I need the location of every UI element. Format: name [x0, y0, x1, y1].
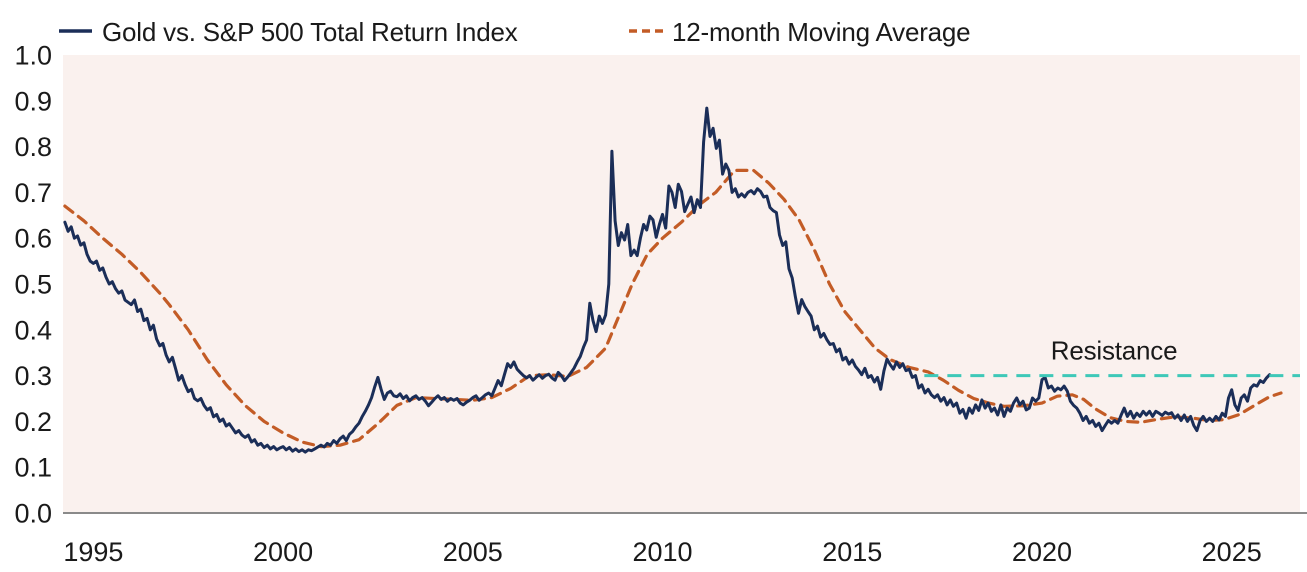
legend-item-gold: Gold vs. S&P 500 Total Return Index: [59, 17, 518, 47]
y-tick-label: 0.0: [14, 499, 52, 529]
x-tick-label: 2005: [443, 537, 503, 567]
y-tick-label: 1.0: [14, 41, 52, 71]
y-tick-label: 0.5: [14, 270, 52, 300]
legend-label-gold: Gold vs. S&P 500 Total Return Index: [102, 17, 518, 47]
legend: Gold vs. S&P 500 Total Return Index 12-m…: [59, 17, 971, 47]
legend-label-moving-average: 12-month Moving Average: [672, 17, 970, 47]
y-tick-label: 0.3: [14, 361, 52, 391]
y-tick-label: 0.7: [14, 178, 52, 208]
legend-item-moving-average: 12-month Moving Average: [629, 17, 971, 47]
x-tick-label: 2010: [632, 537, 692, 567]
x-tick-label: 2000: [253, 537, 313, 567]
x-tick-label: 1995: [63, 537, 123, 567]
resistance-label: Resistance: [1051, 335, 1178, 365]
moving-average-line: [63, 168, 1283, 449]
y-axis-tick-labels: 0.0 0.1 0.2 0.3 0.4 0.5 0.6 0.7 0.8 0.9 1.0: [14, 41, 52, 529]
y-tick-label: 0.6: [14, 224, 52, 254]
plot-background: [63, 55, 1300, 512]
y-tick-label: 0.1: [14, 453, 52, 483]
x-tick-label: 2025: [1202, 537, 1262, 567]
x-axis-tick-labels: 1995 2000 2005 2010 2015 2020 2025: [63, 537, 1261, 567]
y-tick-label: 0.4: [14, 315, 52, 345]
y-tick-label: 0.2: [14, 407, 52, 437]
y-tick-label: 0.8: [14, 132, 52, 162]
x-tick-label: 2015: [822, 537, 882, 567]
gold-series-line: [63, 106, 1272, 454]
x-tick-label: 2020: [1012, 537, 1072, 567]
y-tick-label: 0.9: [14, 86, 52, 116]
